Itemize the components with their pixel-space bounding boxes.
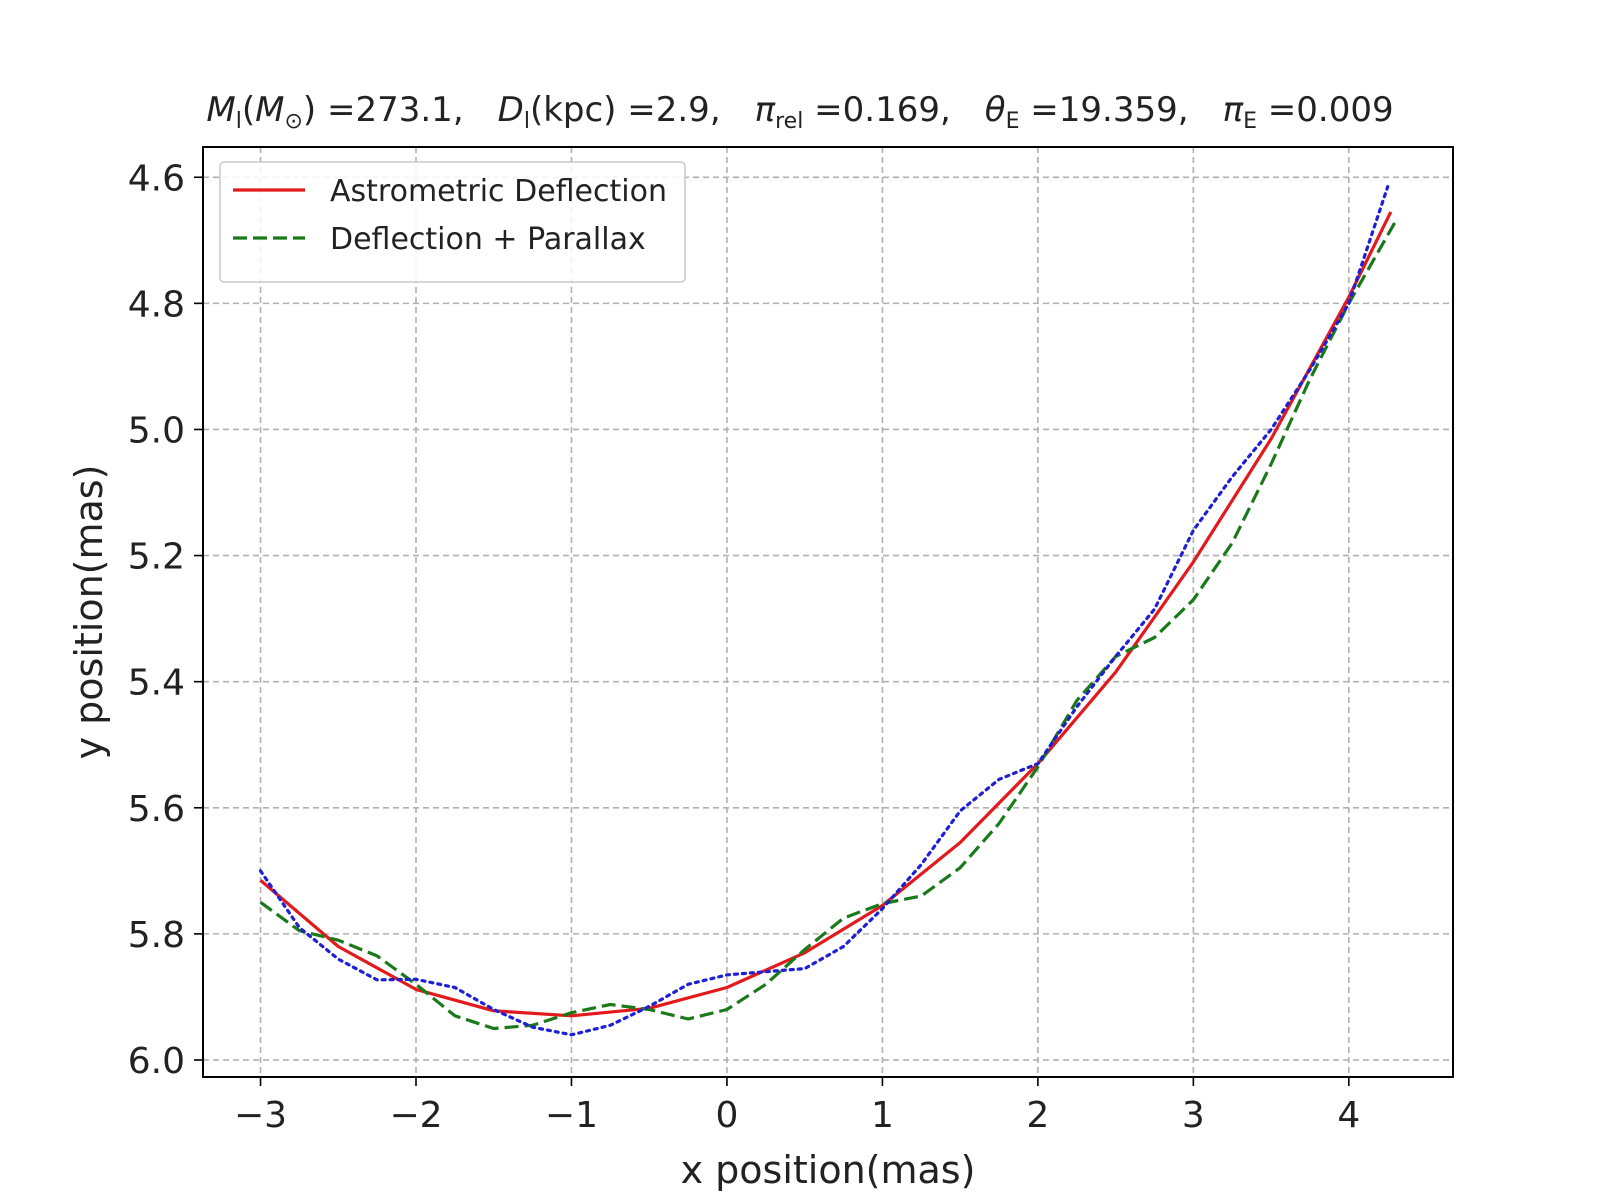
y-tick-label: 4.6 <box>128 158 185 199</box>
series-line-1 <box>259 220 1397 1031</box>
series-line-2 <box>258 185 1390 1037</box>
legend-label: Astrometric Deflection <box>330 174 667 209</box>
x-tick-label: 0 <box>715 1095 738 1136</box>
title-text: Ml(M⊙) =273.1, Dl(kpc) =2.9, πrel =0.169… <box>206 90 1393 134</box>
y-tick-label: 5.0 <box>128 410 185 451</box>
chart-title: Ml(M⊙) =273.1, Dl(kpc) =2.9, πrel =0.169… <box>206 90 1393 134</box>
series-lines <box>258 185 1397 1037</box>
x-axis: −3 −2 −1 0 1 2 3 4 <box>234 1077 1360 1136</box>
y-axis-label: y position(mas) <box>67 465 111 760</box>
x-tick-label: −1 <box>545 1095 598 1136</box>
x-axis-label: x position(mas) <box>681 1148 976 1192</box>
y-tick-label: 6.0 <box>128 1041 185 1082</box>
legend: Astrometric Deflection Deflection + Paral… <box>219 161 686 283</box>
plot-frame <box>202 146 1454 1078</box>
x-tick-label: 2 <box>1026 1095 1049 1136</box>
x-tick-label: 3 <box>1182 1095 1205 1136</box>
y-tick-label: 5.6 <box>128 789 185 830</box>
series-line-0 <box>259 211 1393 1018</box>
y-tick-label: 5.4 <box>128 663 185 704</box>
x-tick-label: 4 <box>1337 1095 1360 1136</box>
x-tick-label: 1 <box>871 1095 894 1136</box>
legend-label: Deflection + Parallax <box>330 222 646 257</box>
legend-box <box>219 161 686 283</box>
x-tick-label: −3 <box>234 1095 287 1136</box>
y-tick-label: 5.2 <box>128 537 185 578</box>
x-tick-label: −2 <box>389 1095 442 1136</box>
y-tick-label: 4.8 <box>128 284 185 325</box>
y-tick-label: 5.8 <box>128 915 185 956</box>
grid <box>203 147 1453 1077</box>
y-axis: 4.6 4.8 5.0 5.2 5.4 5.6 5.8 6.0 <box>128 158 203 1082</box>
